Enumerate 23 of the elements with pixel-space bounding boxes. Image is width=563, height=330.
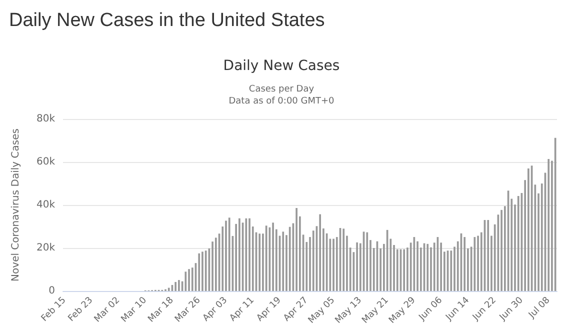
x-tick-label: Jun 14 — [444, 295, 472, 324]
y-tick-label: 0 — [48, 286, 55, 296]
x-tick-label: Apr 03 — [201, 295, 230, 324]
x-tick-label: Jun 06 — [416, 295, 445, 324]
x-tick-label: Mar 18 — [146, 295, 176, 325]
x-tick-label: Feb 23 — [66, 295, 96, 324]
text: Data as of 0:00 GMT+0 — [228, 96, 335, 106]
x-tick-label: Jul 08 — [526, 295, 552, 322]
text: Cases per Day — [248, 84, 315, 94]
y-axis-title: Novel Coronavirus Daily Cases — [10, 128, 22, 282]
x-tick-label: Feb 15 — [40, 295, 68, 324]
y-tick-label: 60k — [36, 156, 56, 168]
x-tick-label: Apr 19 — [255, 295, 284, 324]
x-tick-label: Mar 02 — [92, 295, 122, 325]
x-tick-label: Jun 22 — [470, 295, 498, 324]
y-tick-label: 80k — [36, 114, 56, 124]
x-tick-label: Jun 30 — [497, 295, 526, 324]
y-tick-label: 40k — [36, 200, 56, 210]
x-tick-label: Apr 11 — [228, 295, 256, 324]
chart-subtitle: Daily New Cases — [223, 58, 340, 74]
y-tick-label: 20k — [36, 242, 56, 254]
chart-title: Daily New Cases in the United States — [9, 10, 325, 31]
x-tick-label: Mar 26 — [173, 295, 203, 325]
